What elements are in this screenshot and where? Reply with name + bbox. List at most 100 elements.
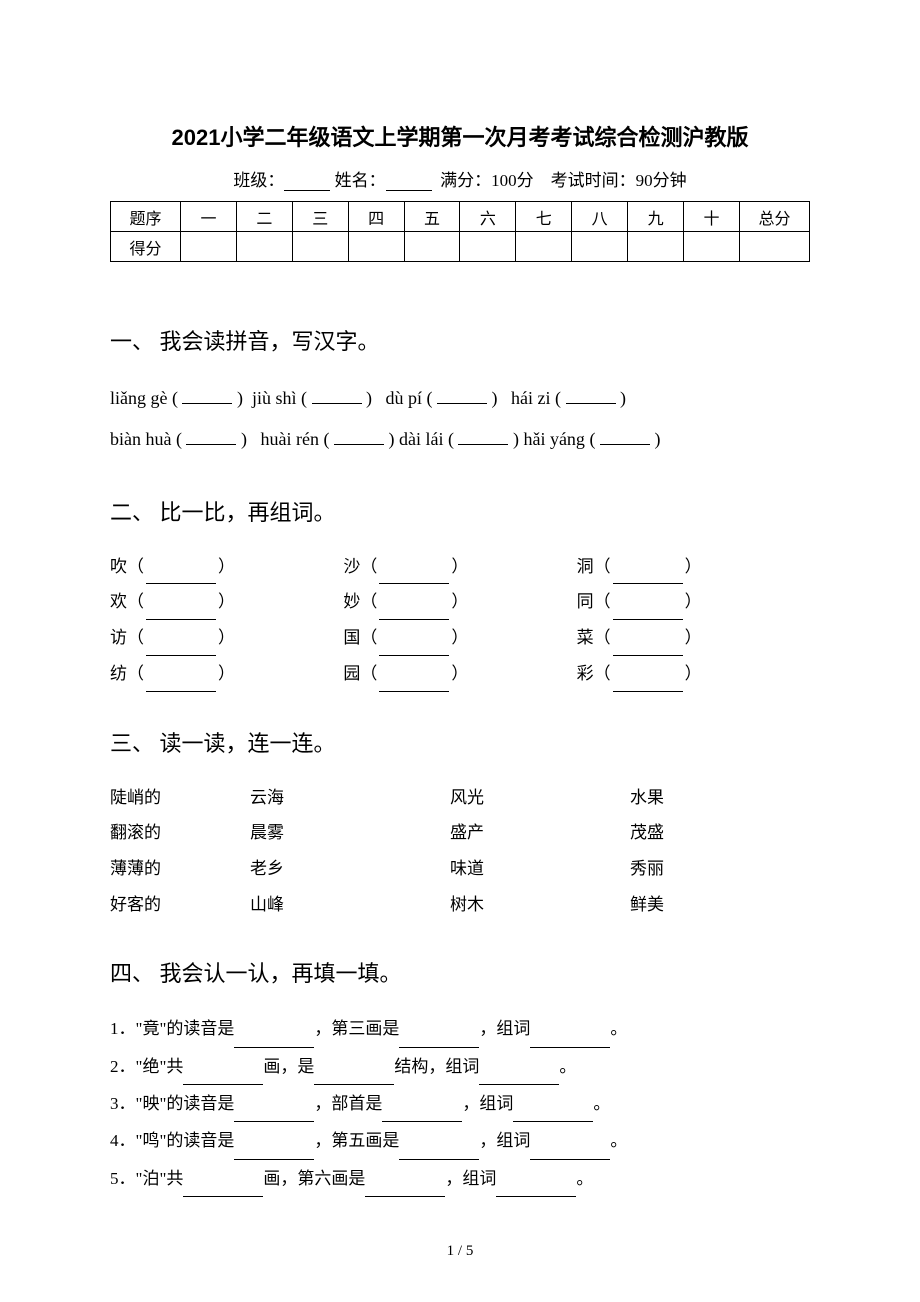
blank xyxy=(314,1069,394,1085)
blank xyxy=(379,604,449,620)
name-blank xyxy=(386,173,432,191)
s3-cell: 盛产 xyxy=(450,815,630,851)
char: 洞 xyxy=(577,557,594,576)
class-label: 班级： xyxy=(233,166,284,191)
s3-cell: 晨雾 xyxy=(250,815,450,851)
th: 题序 xyxy=(111,202,181,232)
blank xyxy=(146,676,216,692)
th: 四 xyxy=(348,202,404,232)
name-label: 姓名： xyxy=(335,166,386,191)
txt: 画，第六画是 xyxy=(263,1169,365,1188)
s3-row: 翻滚的 晨雾 盛产 茂盛 xyxy=(110,815,810,851)
td xyxy=(181,232,237,262)
blank xyxy=(146,640,216,656)
s3-cell: 秀丽 xyxy=(630,851,810,887)
table-row: 题序 一 二 三 四 五 六 七 八 九 十 总分 xyxy=(111,202,810,232)
s2-row: 访（） 国（） 菜（） xyxy=(110,620,810,656)
char: 沙 xyxy=(343,557,360,576)
section3-heading: 三、 读一读，连一连。 xyxy=(110,726,810,758)
char: 同 xyxy=(577,592,594,611)
s3-cell: 翻滚的 xyxy=(110,815,250,851)
score-label: 满分：100分 xyxy=(440,166,534,191)
exam-title: 2021小学二年级语文上学期第一次月考考试综合检测沪教版 xyxy=(110,120,810,152)
s3-cell: 水果 xyxy=(630,780,810,816)
s3-cell: 风光 xyxy=(450,780,630,816)
txt: ，第五画是 xyxy=(314,1131,399,1150)
blank xyxy=(379,640,449,656)
blank xyxy=(183,1069,263,1085)
pinyin: liǎng gè xyxy=(110,388,167,408)
blank xyxy=(234,1032,314,1048)
s3-cell: 鲜美 xyxy=(630,887,810,923)
s2-cell: 彩（） xyxy=(577,656,810,692)
blank xyxy=(530,1032,610,1048)
s3-cell: 陡峭的 xyxy=(110,780,250,816)
txt: 。 xyxy=(593,1094,610,1113)
char: 国 xyxy=(343,628,360,647)
blank xyxy=(479,1069,559,1085)
td xyxy=(348,232,404,262)
th: 八 xyxy=(572,202,628,232)
s2-cell: 访（） xyxy=(110,620,343,656)
txt: "鸣"的读音是 xyxy=(136,1131,235,1150)
blank xyxy=(399,1032,479,1048)
section2-heading: 二、 比一比，再组词。 xyxy=(110,495,810,527)
blank xyxy=(379,676,449,692)
blank xyxy=(513,1106,593,1122)
s1-line1: liǎng gè ( ) jiù shì ( ) dù pí ( ) hái z… xyxy=(110,378,810,419)
td xyxy=(740,232,810,262)
txt: 结构，组词 xyxy=(394,1057,479,1076)
th: 十 xyxy=(684,202,740,232)
s3-row: 薄薄的 老乡 味道 秀丽 xyxy=(110,851,810,887)
s3-cell: 老乡 xyxy=(250,851,450,887)
s4-item: 5．"泊"共画，第六画是，组词。 xyxy=(110,1160,810,1197)
table-row: 得分 xyxy=(111,232,810,262)
blank xyxy=(437,386,487,404)
section-txt: 读一读，连一连。 xyxy=(160,731,336,756)
pinyin: huài rén xyxy=(260,429,318,449)
s2-grid: 吹（） 沙（） 洞（） 欢（） 妙（） 同（） 访（） 国（） 菜（） 纺（） … xyxy=(110,549,810,692)
section-num: 二、 xyxy=(110,500,154,525)
meta-line: 班级： 姓名： 满分：100分 考试时间：90分钟 xyxy=(110,166,810,191)
s2-cell: 同（） xyxy=(577,584,810,620)
blank xyxy=(365,1181,445,1197)
s4-item: 1．"竟"的读音是，第三画是，组词。 xyxy=(110,1010,810,1047)
char: 纺 xyxy=(110,664,127,683)
time-label: 考试时间：90分钟 xyxy=(551,166,687,191)
blank xyxy=(496,1181,576,1197)
s3-cell: 树木 xyxy=(450,887,630,923)
blank xyxy=(334,427,384,445)
pinyin: jiù shì xyxy=(252,388,297,408)
td xyxy=(236,232,292,262)
page-number: 1 / 5 xyxy=(0,1243,920,1260)
s4-list: 1．"竟"的读音是，第三画是，组词。 2．"绝"共画，是结构，组词。 3．"映"… xyxy=(110,1010,810,1197)
blank xyxy=(613,604,683,620)
char: 菜 xyxy=(577,628,594,647)
s3-row: 好客的 山峰 树木 鲜美 xyxy=(110,887,810,923)
item-num: 4． xyxy=(110,1131,136,1150)
txt: "竟"的读音是 xyxy=(136,1019,235,1038)
th: 七 xyxy=(516,202,572,232)
th: 五 xyxy=(404,202,460,232)
blank xyxy=(530,1144,610,1160)
blank xyxy=(613,568,683,584)
s2-row: 纺（） 园（） 彩（） xyxy=(110,656,810,692)
blank xyxy=(566,386,616,404)
s3-cell: 云海 xyxy=(250,780,450,816)
pinyin: biàn huà xyxy=(110,429,171,449)
s2-cell: 欢（） xyxy=(110,584,343,620)
txt: ，组词 xyxy=(479,1131,530,1150)
section-num: 一、 xyxy=(110,329,154,354)
s2-row: 吹（） 沙（） 洞（） xyxy=(110,549,810,585)
section4-heading: 四、 我会认一认，再填一填。 xyxy=(110,956,810,988)
pinyin: dù pí xyxy=(386,388,423,408)
blank xyxy=(379,568,449,584)
section1-heading: 一、 我会读拼音，写汉字。 xyxy=(110,324,810,356)
char: 访 xyxy=(110,628,127,647)
txt: 画，是 xyxy=(263,1057,314,1076)
item-num: 2． xyxy=(110,1057,136,1076)
blank xyxy=(613,676,683,692)
section-num: 四、 xyxy=(110,961,154,986)
char: 彩 xyxy=(577,664,594,683)
th: 二 xyxy=(236,202,292,232)
